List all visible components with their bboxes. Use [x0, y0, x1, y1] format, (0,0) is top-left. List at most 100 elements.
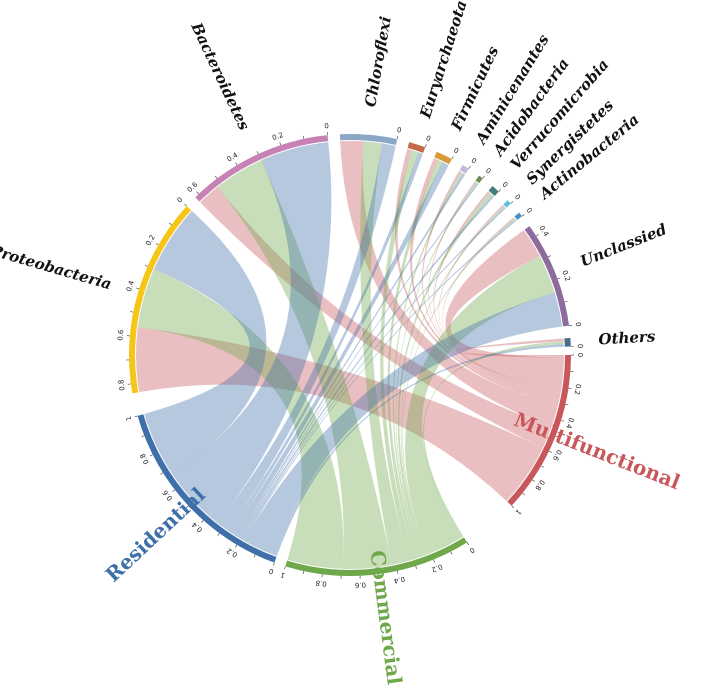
group-commercial-tick — [284, 566, 286, 570]
group-residential-tick — [235, 544, 238, 548]
group-commercial-tick — [466, 542, 469, 546]
taxon-arc-firmicutes — [434, 151, 452, 165]
taxon-arc-unclassied — [524, 226, 570, 327]
taxon-proteobacteria-tick — [144, 264, 148, 267]
group-commercial-tick-label: 1 — [279, 570, 286, 579]
group-multifunctional-tick-label: 0.2 — [573, 383, 583, 395]
group-residential-tick-label: 0.8 — [139, 452, 151, 466]
taxon-euryarchaeota-tick-label: 0 — [425, 134, 432, 143]
taxon-firmicutes-tick-label: 0 — [452, 146, 460, 155]
group-multifunctional-tick-label: 0 — [576, 353, 584, 357]
taxon-firmicutes-tick — [451, 156, 454, 160]
group-multifunctional-tick — [541, 465, 544, 468]
taxon-unclassied-tick — [547, 255, 551, 258]
taxon-others-tick-label: 0 — [576, 344, 584, 349]
taxon-bacteroidetes-tick-label: 0 — [324, 122, 329, 130]
ribbon-unclassied-multifunctional — [445, 230, 564, 388]
taxon-unclassied-tick-label: 0 — [574, 322, 583, 327]
group-commercial-tick — [450, 551, 453, 555]
group-multifunctional-tick — [565, 404, 569, 406]
group-commercial-tick-label: 0.2 — [430, 562, 443, 574]
taxon-bacteroidetes-tick-label: 0.6 — [186, 180, 200, 194]
taxon-bacteroidetes-tick — [196, 191, 199, 195]
taxon-synergistetes-tick-label: 0 — [513, 193, 522, 202]
taxon-proteobacteria-tick-label: 0.8 — [117, 379, 126, 391]
ribbons-layer — [135, 141, 564, 570]
taxon-bacteroidetes-tick — [215, 175, 218, 179]
taxon-label-others: Others — [598, 327, 656, 348]
ribbon-others-multifunctional — [456, 338, 564, 358]
taxon-arc-chloroflexi — [339, 134, 398, 145]
group-residential-tick — [185, 505, 189, 508]
taxon-arc-proteobacteria — [129, 206, 192, 394]
taxon-arc-verrucomicrobia — [488, 186, 499, 197]
group-commercial-tick-label: 0.8 — [315, 579, 327, 588]
taxon-bacteroidetes-tick-label: 0.2 — [271, 131, 284, 142]
group-multifunctional-tick — [548, 450, 552, 453]
group-multifunctional-tick — [532, 479, 535, 482]
taxon-unclassied-tick — [536, 234, 539, 237]
ribbon-proteobacteria-residential — [144, 210, 267, 475]
taxon-euryarchaeota-tick — [424, 144, 427, 148]
taxon-proteobacteria-tick — [155, 243, 159, 246]
group-label-residential: Residential — [101, 482, 210, 586]
taxon-proteobacteria-tick — [184, 203, 187, 207]
taxon-proteobacteria-tick — [130, 311, 134, 313]
taxon-actinobacteria-tick-label: 0 — [525, 206, 534, 215]
taxon-chloroflexi-tick — [396, 136, 399, 140]
taxon-arc-actinobacteria — [514, 212, 523, 221]
taxon-proteobacteria-tick — [168, 222, 172, 225]
taxon-unclassied-tick — [557, 277, 561, 280]
taxon-arc-synergistetes — [503, 200, 511, 208]
taxon-acidobacteria-tick-label: 0 — [484, 167, 492, 176]
group-commercial-tick — [433, 559, 435, 563]
ribbon-chloroflexi-residential — [217, 143, 396, 531]
taxon-proteobacteria-tick — [136, 287, 140, 290]
group-commercial-tick-label: 0 — [468, 545, 476, 554]
taxon-label-unclassied: Unclassied — [578, 220, 670, 271]
group-residential-tick-label: 0.2 — [225, 546, 239, 559]
group-commercial-tick — [397, 570, 399, 574]
group-residential-tick — [253, 554, 256, 558]
taxon-bacteroidetes-tick-label: 0.4 — [226, 151, 240, 164]
taxon-label-proteobacteria: Proteobacteria — [0, 241, 114, 293]
taxon-arc-acidobacteria — [475, 175, 483, 184]
group-residential-tick — [134, 415, 138, 418]
taxon-aminicenantes-tick — [468, 165, 471, 169]
taxon-unclassied-tick-label: 0.4 — [537, 224, 550, 238]
ribbon-bacteroidetes-multifunctional — [200, 186, 552, 448]
group-commercial-tick-label: 0.4 — [393, 575, 406, 585]
taxon-arc-aminicenantes — [459, 164, 469, 174]
ribbon-bacteroidetes-commercial — [217, 160, 392, 570]
group-multifunctional-tick — [561, 420, 565, 422]
ribbon-bacteroidetes-residential — [172, 142, 332, 523]
taxon-proteobacteria-tick-label: 0.2 — [144, 234, 156, 248]
taxon-proteobacteria-tick-label: 0.6 — [116, 329, 125, 341]
group-residential-tick — [273, 562, 275, 566]
taxon-proteobacteria-tick-label: 0.4 — [125, 279, 136, 293]
group-multifunctional-tick — [522, 492, 526, 496]
taxon-label-chloroflexi: Chloroflexi — [361, 15, 395, 109]
ribbon-proteobacteria-commercial — [137, 269, 344, 569]
group-multifunctional-tick-label: 0.4 — [564, 417, 575, 431]
group-multifunctional-tick-label: 0.8 — [533, 478, 546, 492]
ribbon-chloroflexi-commercial — [360, 141, 409, 565]
ribbon-proteobacteria-multifunctional — [135, 327, 543, 501]
taxon-bacteroidetes-tick — [235, 162, 238, 166]
ribbon-aminicenantes-residential — [237, 173, 466, 539]
taxon-verrucomicrobia-tick — [498, 189, 502, 192]
taxon-proteobacteria-tick-label: 0 — [176, 196, 185, 205]
taxon-aminicenantes-tick-label: 0 — [470, 157, 478, 166]
group-residential-tick — [149, 454, 153, 457]
group-residential-tick — [160, 472, 164, 475]
taxon-arc-others — [564, 337, 571, 347]
group-residential-tick — [141, 435, 145, 438]
taxon-acidobacteria-tick — [482, 175, 485, 179]
ticks-layer: 00.20.40.60.8100.20.40.60.8100.20.40.60.… — [116, 122, 584, 589]
taxon-synergistetes-tick — [510, 201, 514, 204]
arcs-layer — [129, 134, 571, 576]
ribbon-unclassied-residential — [244, 292, 563, 556]
group-arc-multifunctional — [507, 355, 571, 506]
group-residential-tick-label: 1 — [124, 415, 133, 422]
